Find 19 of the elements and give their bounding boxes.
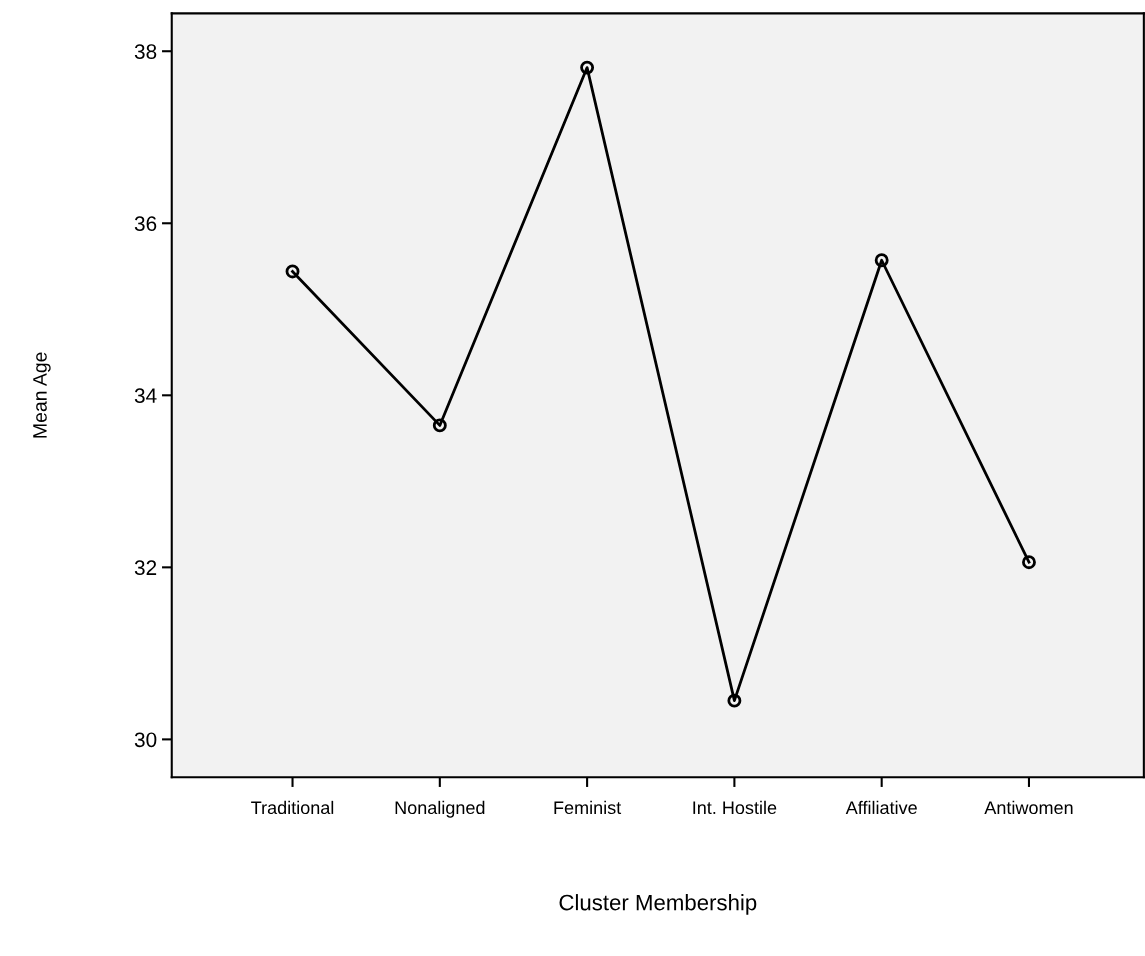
y-tick-label: 36: [134, 216, 157, 232]
point: [1022, 555, 1036, 570]
point: [580, 60, 595, 75]
x-tick-label: Feminist: [554, 800, 622, 815]
y-axis-title: Mean Age: [33, 352, 51, 438]
x-axis-title: Cluster Membership: [559, 894, 757, 915]
point: [432, 418, 447, 433]
y-tick-label: 30: [134, 732, 157, 748]
y-tick-label: 34: [134, 388, 157, 404]
x-tick-label: Traditional: [251, 800, 334, 815]
point: [285, 264, 300, 279]
y-tick-label: 38: [134, 44, 157, 59]
point: [874, 253, 889, 268]
x-tick-label: Int. Hostile: [693, 800, 777, 815]
x-tick-label: Affiliative: [845, 800, 917, 815]
point: [727, 693, 742, 708]
x-tick-label: Antiwomen: [984, 800, 1073, 815]
y-tick-label: 32: [134, 560, 157, 576]
x-tick-label: Nonaligned: [395, 800, 485, 818]
